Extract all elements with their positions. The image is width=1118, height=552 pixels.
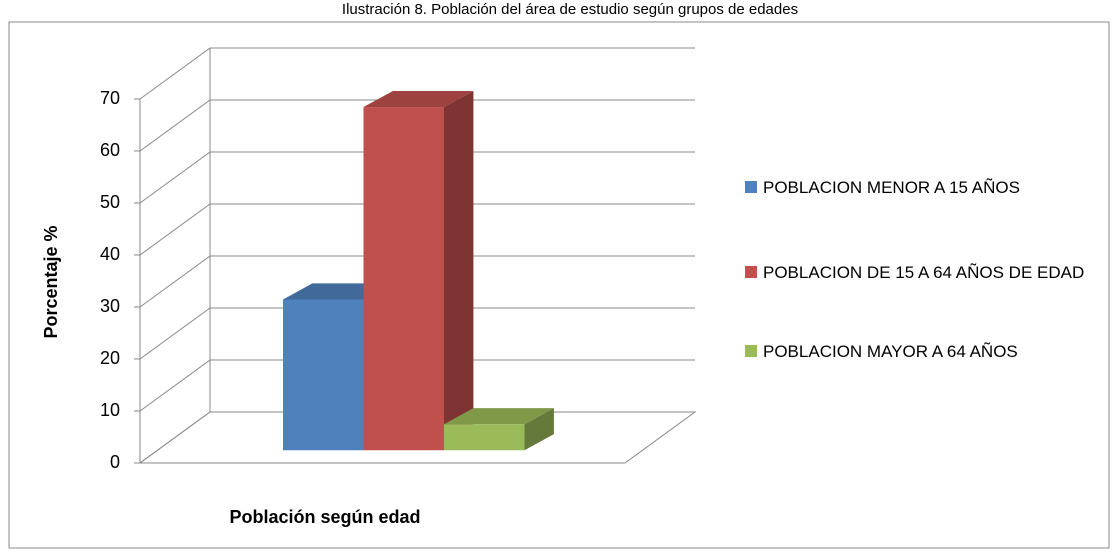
grid-line <box>139 359 695 412</box>
bar <box>283 299 364 451</box>
bar-side <box>524 408 554 451</box>
bar-side <box>444 90 474 451</box>
y-tick-label: 40 <box>100 244 120 264</box>
legend-label: POBLACION DE 15 A 64 AÑOS DE EDAD <box>763 263 1085 282</box>
grid-line <box>139 99 695 152</box>
bar <box>363 107 444 451</box>
bar <box>444 424 525 451</box>
grid-line <box>139 255 695 308</box>
y-axis-label: Porcentaje % <box>41 225 61 338</box>
legend-item: POBLACION DE 15 A 64 AÑOS DE EDAD <box>745 258 1103 288</box>
bar-top <box>444 408 554 425</box>
y-tick-label: 30 <box>100 296 120 316</box>
y-tick-label: 20 <box>100 348 120 368</box>
x-axis-label: Población según edad <box>229 507 420 527</box>
grid-line <box>139 203 695 256</box>
legend-label: POBLACION MENOR A 15 AÑOS <box>763 178 1020 197</box>
legend-item: POBLACION MAYOR A 64 AÑOS <box>745 337 1118 367</box>
legend-label: POBLACION MAYOR A 64 AÑOS <box>763 342 1018 361</box>
y-tick-label: 60 <box>100 140 120 160</box>
y-tick-label: 10 <box>100 400 120 420</box>
chart-title: Ilustración 8. Población del área de est… <box>342 1 798 18</box>
legend-swatch <box>745 266 757 278</box>
chart-frame <box>8 21 1110 549</box>
legend-swatch <box>745 345 757 357</box>
bar-top <box>363 90 474 108</box>
legend-swatch <box>745 181 757 193</box>
grid-line <box>139 151 695 204</box>
legend-item: POBLACION MENOR A 15 AÑOS <box>745 173 1063 203</box>
grid-line <box>139 307 695 360</box>
y-tick-label: 50 <box>100 192 120 212</box>
y-tick-label: 70 <box>100 88 120 108</box>
grid-line <box>139 47 695 100</box>
y-tick-label: 0 <box>110 452 120 472</box>
